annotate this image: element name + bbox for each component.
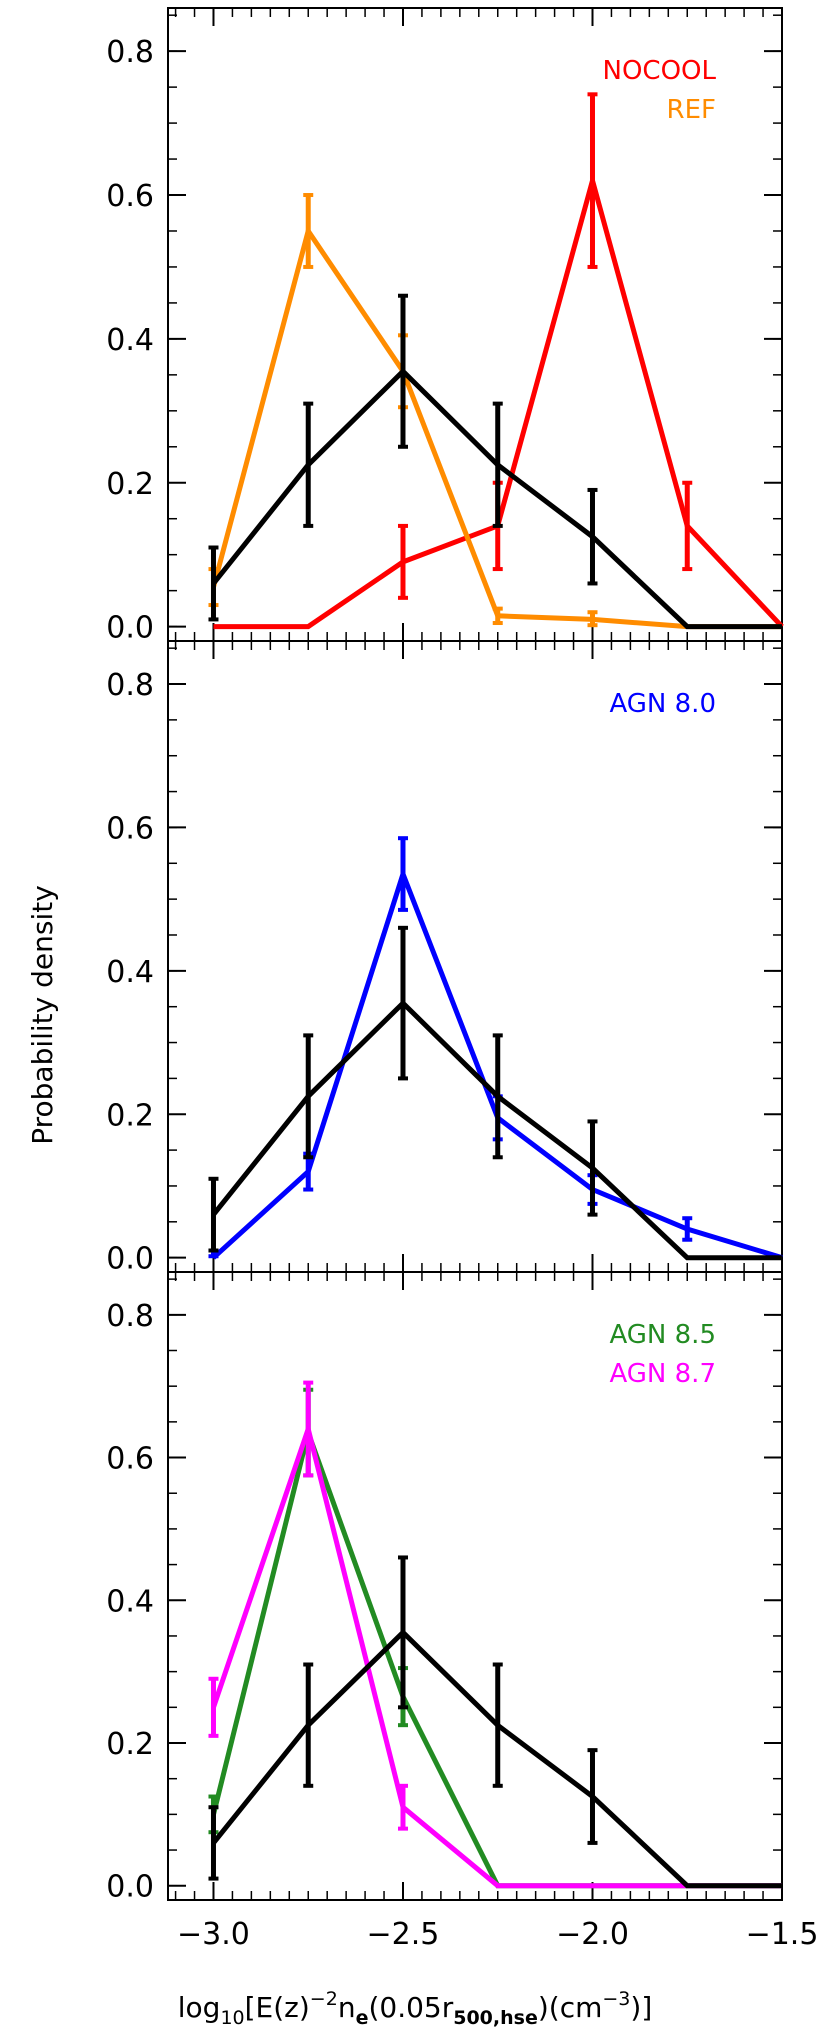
y-axis-label: Probability density bbox=[26, 885, 59, 1145]
x-tick-label: −2.5 bbox=[367, 1917, 440, 1952]
y-tick-label: 0.0 bbox=[106, 1870, 154, 1905]
plot-frame bbox=[167, 640, 783, 1273]
series-line bbox=[211, 1420, 782, 1889]
y-tick-label: 0.2 bbox=[106, 1098, 154, 1133]
y-tick-label: 0.4 bbox=[106, 955, 154, 990]
y-tick-label: 0.2 bbox=[106, 467, 154, 502]
y-tick-label: 0.8 bbox=[106, 35, 154, 70]
x-tick-label: −1.5 bbox=[746, 1917, 819, 1952]
y-tick-label: 0.8 bbox=[106, 668, 154, 703]
panel-top: 0.0 0.2 0.4 0.6 0.8 NOCOOL REF bbox=[106, 7, 784, 646]
legend-entry: NOCOOL bbox=[603, 56, 717, 86]
x-axis-label: log10[E(z)−2ne(0.05r500,hse)(cm−3)] bbox=[178, 1988, 653, 2029]
y-tick-label: 0.2 bbox=[106, 1727, 154, 1762]
series-reference bbox=[208, 1555, 782, 1889]
panels: 0.0 0.2 0.4 0.6 0.8 NOCOOL REF 0.0 0.2 0.4 0.6 0.8 A… bbox=[106, 7, 819, 1952]
legend-entry: AGN 8.5 bbox=[609, 1320, 716, 1350]
legend-entry: REF bbox=[667, 95, 716, 125]
x-tick-label: −2.0 bbox=[556, 1917, 629, 1952]
y-tick-label: 0.8 bbox=[106, 1299, 154, 1334]
y-tick-label: 0.6 bbox=[106, 179, 154, 214]
y-tick-label: 0.0 bbox=[106, 1242, 154, 1277]
legend-entry: AGN 8.0 bbox=[609, 689, 716, 719]
y-tick-label: 0.6 bbox=[106, 1442, 154, 1477]
legend-entry: AGN 8.7 bbox=[609, 1359, 716, 1389]
panel-middle: 0.0 0.2 0.4 0.6 0.8 AGN 8.0 bbox=[106, 640, 783, 1277]
series-line bbox=[211, 1423, 782, 1889]
y-tick-label: 0.4 bbox=[106, 1584, 154, 1619]
series-agn-8.7 bbox=[208, 1380, 782, 1889]
plot-frame bbox=[167, 1271, 783, 1901]
x-tick-label: −3.0 bbox=[177, 1917, 250, 1952]
panel-bottom: 0.0 0.2 0.4 0.6 0.8 −3.0 −2.5 −2.0 −1.5 AGN 8.5 AG… bbox=[106, 1271, 819, 1952]
series-nocool bbox=[213, 92, 784, 630]
series-reference bbox=[208, 925, 782, 1261]
series-reference bbox=[208, 293, 782, 630]
y-tick-label: 0.4 bbox=[106, 323, 154, 358]
y-tick-label: 0.6 bbox=[106, 811, 154, 846]
y-tick-label: 0.0 bbox=[106, 611, 154, 646]
